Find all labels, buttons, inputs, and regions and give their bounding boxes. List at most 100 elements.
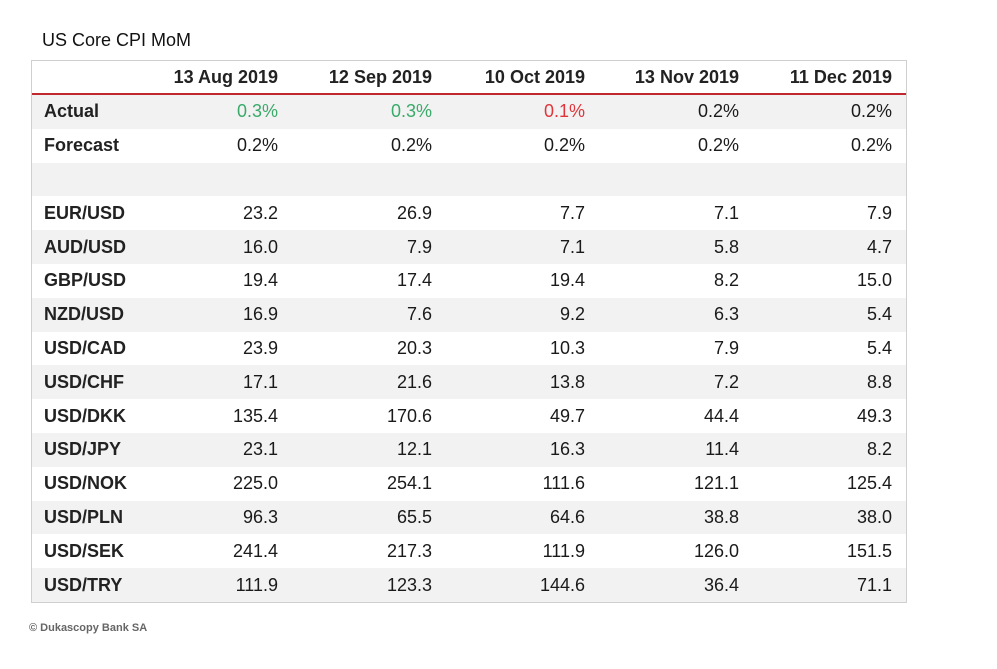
table-cell: 38.0 [753,500,906,535]
table-cell: 17.1 [142,365,292,400]
table-cell: 44.4 [599,399,753,433]
table-cell: 23.1 [142,432,292,467]
table-cell: 8.2 [599,263,753,298]
table-cell: 151.5 [753,534,906,569]
table-row [32,162,906,197]
table-cell: 0.2% [446,128,599,163]
table-row: USD/SEK 241.4 217.3 111.9 126.0 151.5 [32,534,906,569]
table-cell: 8.2 [753,432,906,467]
table-row: USD/TRY 111.9 123.3 144.6 36.4 71.1 [32,568,906,602]
column-header-date: 13 Nov 2019 [599,61,753,95]
table-cell: 225.0 [142,466,292,501]
row-label: USD/JPY [32,432,142,467]
row-label: USD/CAD [32,331,142,366]
table-cell: 0.2% [753,94,906,129]
table-row: USD/CHF 17.1 21.6 13.8 7.2 8.8 [32,365,906,400]
table-cell: 5.4 [753,297,906,332]
table-cell: 17.4 [292,263,446,298]
table-cell: 7.1 [599,196,753,231]
table-cell: 7.9 [599,331,753,366]
page-title: US Core CPI MoM [42,30,192,50]
table-row: NZD/USD 16.9 7.6 9.2 6.3 5.4 [32,297,906,332]
row-label: EUR/USD [32,196,142,231]
table-row: USD/NOK 225.0 254.1 111.6 121.1 125.4 [32,466,906,501]
table-row: AUD/USD 16.0 7.9 7.1 5.8 4.7 [32,230,906,264]
table-cell: 38.8 [599,500,753,535]
row-label: USD/TRY [32,568,142,602]
column-header-date: 12 Sep 2019 [292,61,446,95]
table-cell: 7.9 [292,230,446,264]
row-label: GBP/USD [32,263,142,298]
table-row: USD/DKK 135.4 170.6 49.7 44.4 49.3 [32,399,906,433]
row-label: Actual [32,94,142,129]
table-cell: 121.1 [599,466,753,501]
table-cell [142,162,292,197]
table-cell: 5.8 [599,230,753,264]
table-cell: 6.3 [599,297,753,332]
table-row: USD/PLN 96.3 65.5 64.6 38.8 38.0 [32,500,906,535]
table-cell: 111.6 [446,466,599,501]
table-cell: 19.4 [142,263,292,298]
row-label: NZD/USD [32,297,142,332]
table-cell: 16.9 [142,297,292,332]
table-cell: 5.4 [753,331,906,366]
cpi-table-container: 13 Aug 2019 12 Sep 2019 10 Oct 2019 13 N… [31,60,907,603]
table-cell: 19.4 [446,263,599,298]
table-cell: 16.3 [446,432,599,467]
table-cell: 10.3 [446,331,599,366]
table-cell [599,162,753,197]
table-cell: 96.3 [142,500,292,535]
table-cell: 0.3% [292,94,446,129]
table-cell: 144.6 [446,568,599,602]
table-cell: 217.3 [292,534,446,569]
table-cell: 65.5 [292,500,446,535]
table-cell [753,162,906,197]
table-cell: 123.3 [292,568,446,602]
table-cell [292,162,446,197]
table-cell: 4.7 [753,230,906,264]
table-cell: 21.6 [292,365,446,400]
row-label [32,162,142,197]
row-label: Forecast [32,128,142,163]
table-cell: 11.4 [599,432,753,467]
table-row: EUR/USD 23.2 26.9 7.7 7.1 7.9 [32,196,906,231]
table-cell: 49.7 [446,399,599,433]
table-cell: 0.2% [599,128,753,163]
table-cell: 64.6 [446,500,599,535]
table-cell: 8.8 [753,365,906,400]
row-label: USD/PLN [32,500,142,535]
table-cell: 7.2 [599,365,753,400]
table-cell: 7.6 [292,297,446,332]
table-row: USD/CAD 23.9 20.3 10.3 7.9 5.4 [32,331,906,366]
table-cell: 26.9 [292,196,446,231]
row-label: USD/CHF [32,365,142,400]
table-cell: 71.1 [753,568,906,602]
table-row: GBP/USD 19.4 17.4 19.4 8.2 15.0 [32,263,906,298]
table-cell: 36.4 [599,568,753,602]
table-cell [446,162,599,197]
table-cell: 0.2% [142,128,292,163]
table-cell: 9.2 [446,297,599,332]
table-row: Actual 0.3% 0.3% 0.1% 0.2% 0.2% [32,94,906,129]
table-row: Forecast 0.2% 0.2% 0.2% 0.2% 0.2% [32,128,906,163]
table-body: Actual 0.3% 0.3% 0.1% 0.2% 0.2% Forecast 0.2% 0.… [32,94,906,602]
column-header-label [32,61,142,95]
table-cell: 7.9 [753,196,906,231]
table-cell: 111.9 [142,568,292,602]
table-cell: 23.2 [142,196,292,231]
copyright-notice: © Dukascopy Bank SA [29,622,148,634]
table-cell: 254.1 [292,466,446,501]
column-header-date: 13 Aug 2019 [142,61,292,95]
table-cell: 111.9 [446,534,599,569]
table-cell: 16.0 [142,230,292,264]
table-cell: 126.0 [599,534,753,569]
table-cell: 49.3 [753,399,906,433]
table-cell: 13.8 [446,365,599,400]
table-cell: 125.4 [753,466,906,501]
row-label: AUD/USD [32,230,142,264]
table-cell: 170.6 [292,399,446,433]
row-label: USD/SEK [32,534,142,569]
table-cell: 135.4 [142,399,292,433]
table-cell: 7.7 [446,196,599,231]
row-label: USD/DKK [32,399,142,433]
